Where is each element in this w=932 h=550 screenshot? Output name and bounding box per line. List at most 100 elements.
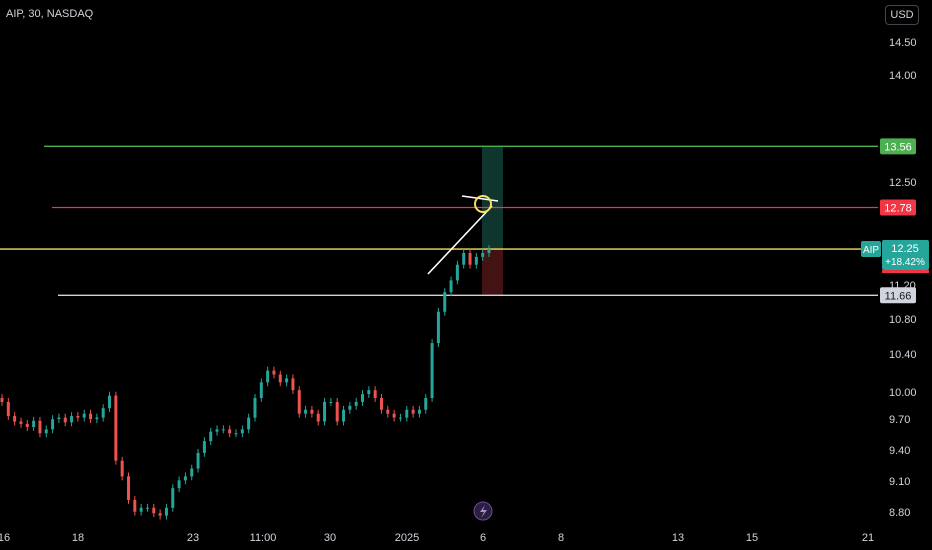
y-tick-label: 14.50: [889, 37, 917, 49]
price-badge-bg: [882, 240, 929, 271]
trend-line: [427, 205, 493, 275]
level-badge-green-bg: [880, 138, 916, 155]
y-tick-label: 10.40: [889, 349, 917, 361]
candle-body: [379, 398, 383, 410]
y-tick-label: 10.80: [889, 314, 917, 326]
x-tick-label: 23: [187, 532, 199, 544]
candle-body: [430, 343, 434, 398]
candle-body: [234, 433, 238, 435]
y-tick-label: 8.80: [889, 507, 910, 519]
candle-body: [285, 378, 289, 383]
candle-body: [411, 409, 415, 414]
candle-body: [0, 398, 4, 402]
candle-body: [398, 417, 402, 419]
candle-body: [487, 249, 491, 253]
candle-body: [183, 476, 187, 481]
candle-body: [63, 417, 67, 423]
candle-body: [139, 507, 143, 512]
candle-body: [32, 420, 36, 428]
candle-body: [348, 405, 352, 410]
level-badge-green: 13.56: [884, 141, 912, 153]
candle-body: [329, 401, 333, 403]
candle-body: [6, 401, 10, 417]
candle-body: [164, 507, 168, 516]
candle-body: [145, 507, 149, 509]
x-tick-label: 21: [862, 532, 874, 544]
candle-body: [342, 409, 346, 422]
candle-body: [120, 460, 124, 477]
candle-body: [247, 417, 251, 430]
profit-zone: [482, 146, 503, 250]
candle-body: [310, 409, 314, 414]
price-badge-stripe: [882, 270, 929, 274]
y-tick-label: 9.10: [889, 476, 910, 488]
candle-body: [177, 480, 181, 489]
candle-body: [424, 398, 428, 410]
candle-body: [202, 441, 206, 453]
candle-body: [190, 468, 194, 477]
candle-body: [253, 398, 257, 418]
candle-body: [215, 429, 219, 432]
candle-body: [51, 419, 55, 430]
candle-body: [209, 431, 213, 442]
candle-body: [133, 499, 137, 512]
candle-body: [291, 378, 295, 391]
candle-body: [70, 416, 74, 423]
candle-body: [392, 413, 396, 418]
currency-button[interactable]: USD: [885, 5, 919, 25]
loss-zone: [482, 249, 503, 296]
candle-body: [481, 252, 485, 257]
y-tick-label: 9.70: [889, 414, 910, 426]
candle-body: [373, 390, 377, 398]
candle-body: [436, 311, 440, 344]
candle-body: [158, 513, 162, 516]
x-tick-label: 15: [746, 532, 758, 544]
x-tick-label: 2025: [395, 532, 419, 544]
candle-body: [272, 370, 276, 375]
candle-body: [455, 264, 459, 281]
candle-body: [323, 401, 327, 422]
x-tick-label: 16: [0, 532, 10, 544]
x-tick-label: 11:00: [250, 532, 277, 544]
candle-body: [44, 429, 48, 434]
candle-body: [38, 420, 42, 434]
candle-body: [304, 409, 308, 414]
candle-body: [89, 413, 93, 420]
candle-body: [361, 394, 365, 402]
candle-body: [335, 401, 339, 422]
candle-body: [443, 292, 447, 312]
y-tick-label: 14.00: [889, 70, 917, 82]
candle-body: [19, 421, 23, 424]
price-value: 12.25: [891, 243, 919, 255]
chart-title: AIP, 30, NASDAQ: [6, 8, 94, 20]
candle-body: [316, 413, 320, 422]
candle-body: [367, 390, 371, 395]
candle-body: [196, 452, 200, 469]
candle-body: [25, 423, 29, 428]
candle-body: [297, 390, 301, 414]
candle-body: [114, 395, 118, 461]
symbol-tag-bg: [861, 241, 881, 258]
level-badge-red-bg: [880, 199, 916, 216]
level-badge-white-bg: [880, 287, 916, 304]
x-tick-label: 8: [558, 532, 564, 544]
x-tick-label: 18: [72, 532, 84, 544]
x-tick-label: 6: [480, 532, 486, 544]
candle-body: [240, 429, 244, 434]
highlight-circle: [474, 195, 492, 213]
candle-body: [57, 417, 61, 420]
price-change: +18.42%: [885, 257, 925, 268]
lightning-glyph: [480, 505, 487, 518]
candle-body: [95, 417, 99, 420]
y-tick-label: 10.00: [889, 387, 917, 399]
level-badge-white: 11.66: [885, 290, 912, 302]
candle-body: [228, 429, 232, 434]
level-badge-red: 12.78: [884, 202, 912, 214]
candle-body: [449, 280, 453, 293]
candle-body: [221, 429, 225, 431]
trend-line: [461, 195, 499, 202]
candle-body: [468, 252, 472, 265]
candle-body: [474, 256, 478, 265]
candle-body: [354, 401, 358, 406]
